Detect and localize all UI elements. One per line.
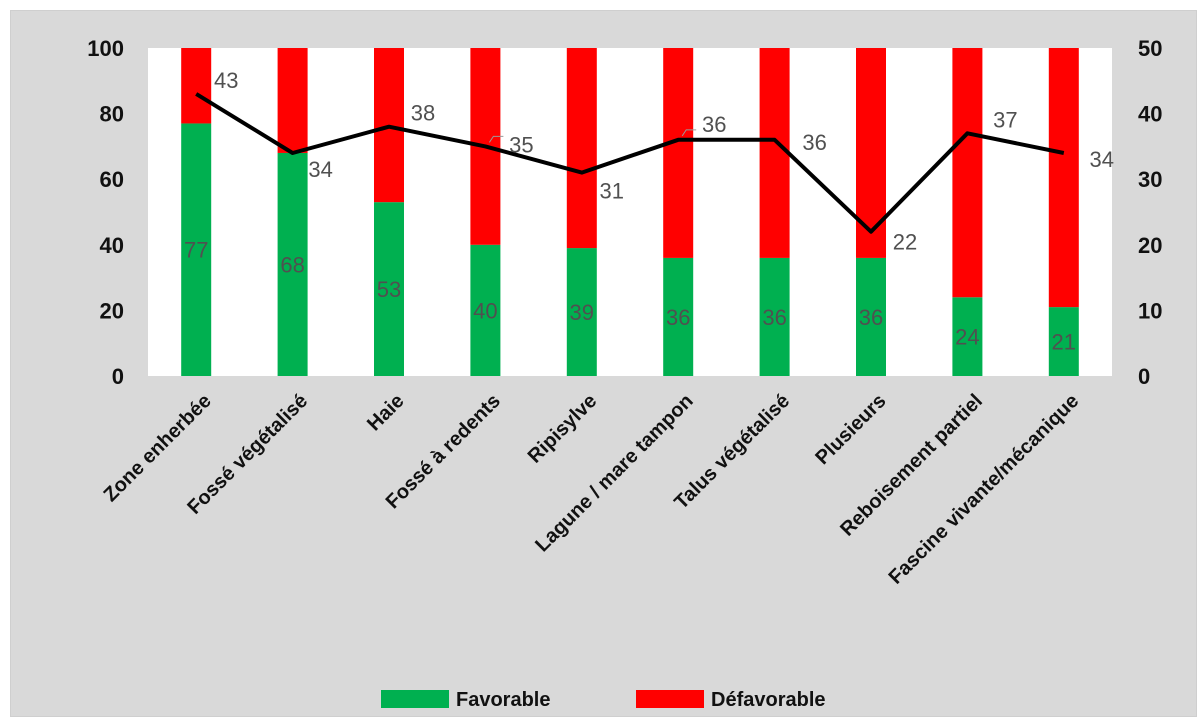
bar-data-label: 53 [377, 277, 401, 302]
legend-swatch-favorable [381, 690, 449, 708]
bar-favorable [181, 123, 212, 376]
line-data-label: 31 [600, 179, 624, 204]
plot-area [148, 48, 1112, 376]
bar-favorable [663, 257, 694, 376]
y-axis-right: 0 10 20 30 40 50 [1138, 36, 1162, 389]
y-left-tick-label: 0 [112, 364, 124, 389]
y-right-tick-label: 10 [1138, 298, 1162, 323]
x-category-label: Lagune / mare tampon [531, 390, 697, 556]
bar-favorable [566, 248, 597, 376]
bar-favorable [374, 202, 404, 376]
label-leader-line [488, 135, 504, 143]
bar-data-label: 21 [1052, 330, 1076, 355]
bar-favorable [759, 257, 790, 376]
bar-data-label: 77 [184, 238, 208, 263]
line-data-label: 38 [411, 101, 435, 126]
line-data-label: 35 [509, 132, 533, 157]
legend-label-favorable: Favorable [456, 689, 550, 711]
bar-data-label: 68 [280, 252, 304, 277]
x-category-label: Haie [363, 390, 408, 435]
line-series [195, 92, 1065, 234]
bar-data-label: 40 [473, 298, 497, 323]
bar-favorable [856, 257, 886, 376]
y-left-tick-label: 80 [100, 102, 124, 127]
y-right-tick-label: 30 [1138, 167, 1162, 192]
y-right-tick-label: 50 [1138, 36, 1162, 61]
bar-favorable [277, 152, 308, 376]
bar-defavorable [1048, 48, 1079, 308]
bar-data-label: 36 [859, 305, 883, 330]
line-layer [195, 92, 1065, 234]
bar-defavorable [277, 48, 308, 153]
bar-defavorable [181, 48, 212, 124]
y-right-tick-label: 40 [1138, 102, 1162, 127]
bar-defavorable [566, 48, 597, 249]
bar-favorable [1048, 307, 1079, 376]
y-left-tick-label: 40 [100, 233, 124, 258]
x-category-label: Ripisylve [524, 390, 602, 468]
bar-defavorable [952, 48, 983, 298]
y-axis-left: 0 20 40 60 80 100 [87, 36, 124, 389]
line-data-label: 43 [214, 68, 238, 93]
legend-swatch-defavorable [636, 690, 704, 708]
x-category-label: Fascine vivante/mécanique [885, 390, 1084, 589]
line-data-label: 37 [993, 107, 1017, 132]
x-category-label: Plusieurs [811, 390, 890, 469]
legend: Favorable Défavorable [381, 689, 826, 711]
bar-data-label: 24 [955, 325, 979, 350]
bar-favorable [952, 297, 983, 376]
bars-layer [181, 48, 1079, 376]
y-left-tick-label: 100 [87, 36, 124, 61]
bar-favorable [470, 244, 501, 376]
line-data-label: 34 [308, 157, 332, 182]
y-left-tick-label: 60 [100, 167, 124, 192]
bar-defavorable [663, 48, 694, 258]
line-data-label: 36 [702, 112, 726, 137]
bar-defavorable [856, 48, 886, 258]
data-labels-layer: 77 68 53 40 39 36 36 36 24 21 43 34 38 35 31 36 36 22 37 34 [184, 68, 1114, 355]
bar-data-label: 36 [666, 305, 690, 330]
bar-data-label: 36 [762, 305, 786, 330]
label-leader-line [681, 129, 697, 137]
legend-label-defavorable: Défavorable [711, 689, 826, 711]
y-left-tick-label: 20 [100, 298, 124, 323]
bar-defavorable [759, 48, 790, 258]
line-data-label: 36 [802, 130, 826, 155]
y-right-tick-label: 20 [1138, 233, 1162, 258]
bar-data-label: 39 [570, 300, 594, 325]
line-data-label: 34 [1090, 147, 1114, 172]
line-data-label: 22 [893, 230, 917, 255]
y-right-tick-label: 0 [1138, 364, 1150, 389]
